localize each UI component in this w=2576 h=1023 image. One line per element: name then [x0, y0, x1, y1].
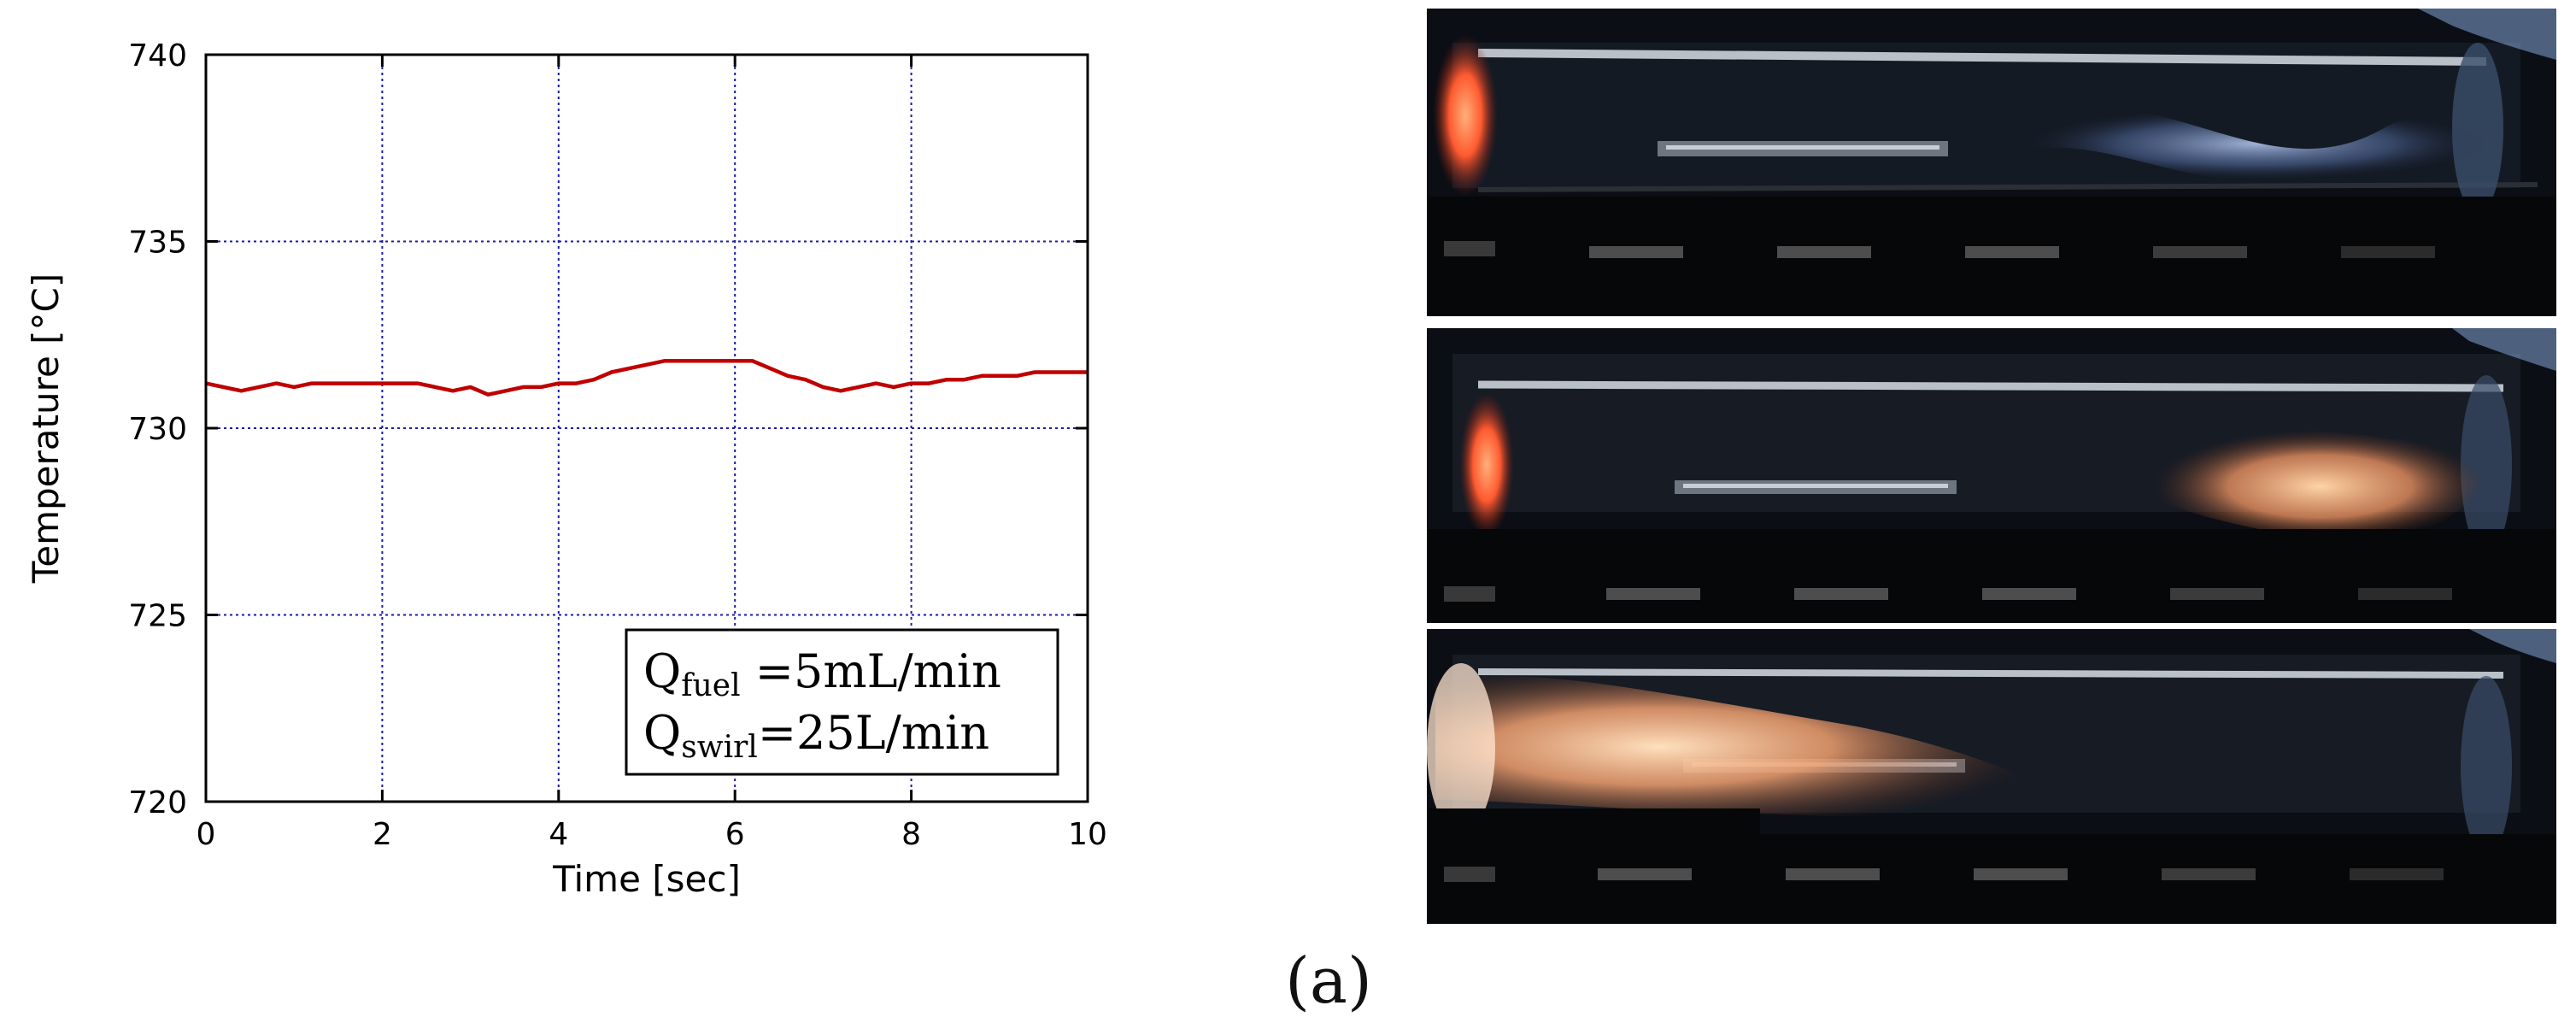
legend-annotation-box: Qfuel =5mL/min Qswirl=25L/min	[625, 628, 1059, 776]
photo-3	[1427, 629, 2556, 924]
y-axis-label: Temperature [°C]	[25, 273, 67, 585]
x-tick-label: 8	[901, 817, 921, 852]
y-tick-label: 720	[128, 785, 187, 820]
photo-2	[1427, 328, 2556, 623]
y-tick-label: 725	[128, 599, 187, 634]
x-tick-label: 0	[197, 817, 216, 852]
x-tick-label: 10	[1068, 817, 1107, 852]
temperature-chart: 0 2 4 6 8 10 720 725 730 735 740 Time [sec] Temper…	[25, 38, 1107, 900]
x-axis-label: Time [sec]	[552, 858, 741, 900]
y-tick-label: 735	[128, 226, 187, 261]
panel-label: (a)	[1285, 944, 1372, 1018]
annotation-line-swirl: Qswirl=25L/min	[643, 706, 989, 765]
photo-1	[1427, 9, 2556, 316]
x-tick-label: 4	[549, 817, 568, 852]
x-tick-label: 2	[373, 817, 392, 852]
y-tick-label: 740	[128, 38, 187, 73]
y-tick-label: 730	[128, 412, 187, 447]
plot-frame	[204, 53, 1089, 803]
temperature-series-line	[205, 359, 1088, 397]
x-tick-label: 6	[725, 817, 745, 852]
annotation-line-fuel: Qfuel =5mL/min	[643, 644, 1001, 703]
